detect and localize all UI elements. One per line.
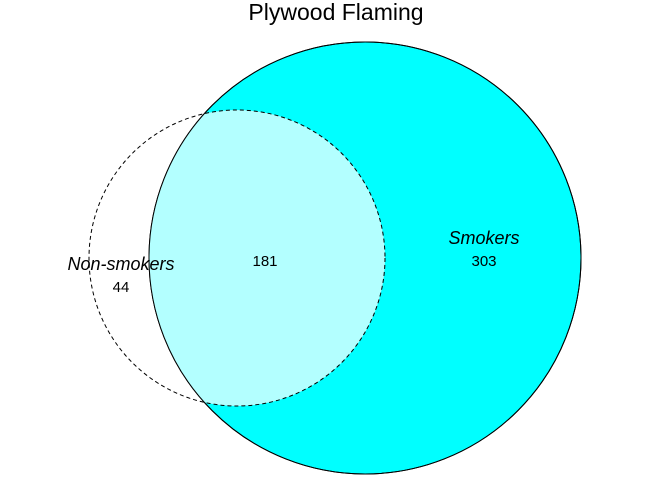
intersection-count: 181 bbox=[252, 253, 277, 270]
smokers-label: Smokers bbox=[448, 228, 519, 248]
smokers-circle-outline bbox=[148, 41, 582, 475]
non-smokers-circle bbox=[88, 109, 386, 407]
non-smokers-label: Non-smokers bbox=[67, 254, 174, 274]
intersection-region bbox=[149, 110, 385, 406]
smokers-only-count: 303 bbox=[471, 253, 496, 270]
non-smokers-only-count: 44 bbox=[113, 279, 130, 296]
chart-title: Plywood Flaming bbox=[248, 0, 423, 25]
